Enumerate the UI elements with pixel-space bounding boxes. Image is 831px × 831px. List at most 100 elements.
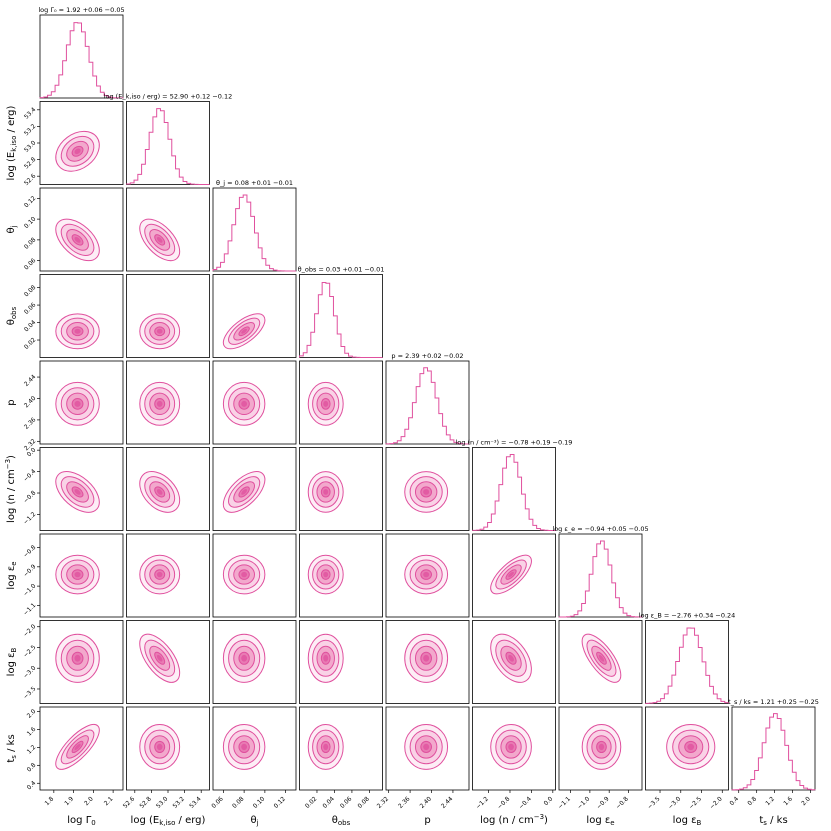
y-tick-label: 2.36 xyxy=(23,416,38,431)
y-tick-label: −0.8 xyxy=(22,489,37,504)
x-tick-label: 2.1 xyxy=(103,795,115,807)
contour-log_eps_e-vs-log_n xyxy=(472,533,556,618)
panel-frame xyxy=(126,620,210,704)
x-axis-label: ts / ks xyxy=(759,815,787,827)
x-tick-label: 1.2 xyxy=(764,795,776,807)
contour-log_n-vs-theta_obs xyxy=(299,447,383,531)
y-tick-label: 0.0 xyxy=(26,447,38,459)
contour-core xyxy=(598,743,605,751)
panel-title: log ε_B = −2.76 +0.34 −0.24 xyxy=(639,612,736,620)
x-tick-label: −0.9 xyxy=(595,795,610,810)
y-axis-label: log (Ek,iso / erg) xyxy=(6,105,18,180)
contour-core xyxy=(74,400,81,407)
contour-log_eps_b-vs-log_ek_iso xyxy=(126,620,210,704)
contour-core xyxy=(508,654,514,662)
x-tick-label: −2.0 xyxy=(708,795,723,810)
contour-log_eps_b-vs-p xyxy=(385,620,470,704)
x-tick-label: 53.4 xyxy=(188,795,203,810)
x-axis-label: log εe xyxy=(586,815,614,827)
panel-frame xyxy=(299,360,383,445)
panel-frame xyxy=(39,533,124,618)
panel-frame xyxy=(558,620,643,704)
y-axis-log_eps_b: −3.5 −3.0 −2.5 −2.0 log εB xyxy=(6,623,40,701)
x-axis-label: log Γ0 xyxy=(67,815,95,827)
y-tick-label: 52.6 xyxy=(23,173,38,188)
x-tick-label: −1.2 xyxy=(475,795,490,810)
y-tick-label: 53.2 xyxy=(23,123,38,138)
y-tick-label: −3.0 xyxy=(22,665,37,680)
contour-core xyxy=(423,489,430,495)
panel-frame xyxy=(558,533,643,618)
contour-core xyxy=(241,571,248,578)
x-axis-theta_j: 0.06 0.08 0.10 0.12 θj xyxy=(210,790,287,827)
panel-frame xyxy=(39,360,124,445)
x-tick-label: 1.8 xyxy=(44,795,56,807)
contour-core xyxy=(241,400,248,407)
panel-frame xyxy=(645,706,729,791)
histogram-log_gamma0: log Γ₀ = 1.92 +0.06 −0.05 xyxy=(38,6,125,99)
y-tick-label: −2.0 xyxy=(22,623,37,638)
histogram-steps xyxy=(126,108,210,185)
contour-log_ek_iso-vs-log_gamma0 xyxy=(39,101,124,185)
panel-frame xyxy=(212,706,297,791)
panel-frame xyxy=(299,706,383,791)
panel-frame xyxy=(385,360,470,445)
panel-frame xyxy=(126,447,210,531)
x-axis-log_ek_iso: 52.6 52.8 53.0 53.2 53.4 log (Ek,iso / erg) xyxy=(122,790,206,827)
y-axis-label: θj xyxy=(6,225,18,233)
y-axis-log_eps_e: −1.1 −1.0 −0.9 −0.8 log εe xyxy=(6,544,40,617)
contour-core xyxy=(156,400,163,407)
panel-frame xyxy=(385,533,470,618)
histogram-log_eps_e: log ε_e = −0.94 +0.05 −0.05 xyxy=(552,525,649,618)
panel-frame xyxy=(212,620,297,704)
contour-theta_j-vs-log_ek_iso xyxy=(126,187,210,272)
contour-log_n-vs-log_ek_iso xyxy=(126,447,210,531)
panel-frame xyxy=(212,533,297,618)
histogram-steps xyxy=(558,540,643,618)
contour-core xyxy=(74,571,81,578)
y-tick-label: 0.08 xyxy=(23,284,38,299)
contour-core xyxy=(241,654,248,662)
panel-frame xyxy=(299,447,383,531)
contour-core xyxy=(241,489,248,495)
contour-log_eps_e-vs-theta_obs xyxy=(299,533,383,618)
contour-t_s-vs-theta_j xyxy=(212,706,297,791)
x-tick-label: 0.02 xyxy=(304,795,319,810)
contour-t_s-vs-log_eps_b xyxy=(645,706,729,791)
panel-title: log (n / cm⁻³) = −0.78 +0.19 −0.19 xyxy=(456,439,573,447)
contour-log_n-vs-theta_j xyxy=(212,447,297,531)
x-axis-label: θj xyxy=(250,815,258,827)
x-tick-label: 0.06 xyxy=(339,795,354,810)
x-axis-log_gamma0: 1.8 1.9 2.0 2.1 log Γ0 xyxy=(44,790,115,827)
panel-title: t_s / ks = 1.21 +0.25 −0.25 xyxy=(728,698,819,706)
y-tick-label: 52.8 xyxy=(23,156,38,171)
contour-core xyxy=(156,654,163,662)
panel-frame xyxy=(39,447,124,531)
x-axis-label: log εB xyxy=(673,815,702,827)
panel-frame xyxy=(126,533,210,618)
x-tick-label: 52.6 xyxy=(122,795,137,810)
x-tick-label: −0.8 xyxy=(496,795,511,810)
x-tick-label: 2.0 xyxy=(83,795,95,807)
panel-frame xyxy=(472,533,556,618)
panel-frame xyxy=(472,447,556,531)
contour-log_eps_b-vs-theta_j xyxy=(212,620,297,704)
contour-t_s-vs-theta_obs xyxy=(299,706,383,791)
x-tick-label: 0.8 xyxy=(746,795,758,807)
panel-frame xyxy=(39,14,124,99)
contour-core xyxy=(74,743,81,751)
contour-log_n-vs-p xyxy=(385,447,470,531)
contour-core xyxy=(241,743,248,751)
contour-core xyxy=(74,654,81,662)
contour-core xyxy=(241,328,248,334)
panel-frame xyxy=(558,706,643,791)
x-tick-label: 2.40 xyxy=(419,795,434,810)
contour-theta_j-vs-log_gamma0 xyxy=(39,187,124,272)
contour-log_n-vs-log_gamma0 xyxy=(39,447,124,531)
contour-core xyxy=(74,236,81,243)
panel-title: θ_obs = 0.03 +0.01 −0.01 xyxy=(298,266,385,274)
y-axis-theta_obs: 0.02 0.04 0.06 0.08 θobs xyxy=(6,284,40,351)
contour-p-vs-log_gamma0 xyxy=(39,360,124,445)
histogram-steps xyxy=(385,367,470,445)
